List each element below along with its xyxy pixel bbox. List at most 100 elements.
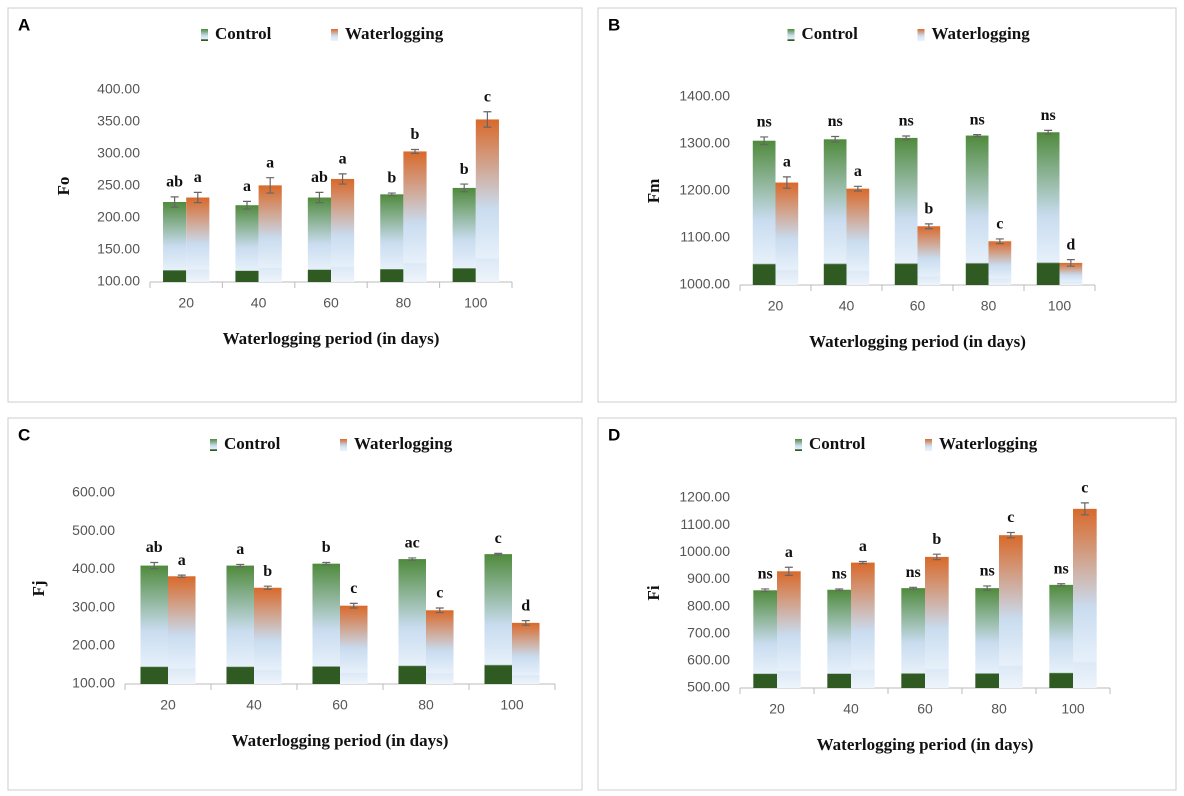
legend-swatch [795, 439, 802, 451]
y-tick-label: 1000.00 [679, 543, 730, 559]
x-axis-label: Waterlogging period (in days) [809, 332, 1026, 351]
x-tick-label: 80 [396, 295, 412, 311]
legend-label: Waterlogging [939, 434, 1038, 453]
bar [168, 576, 196, 684]
y-tick-label: 350.00 [97, 113, 140, 129]
bar [823, 139, 847, 285]
y-tick-label: 200.00 [97, 209, 140, 225]
significance-letter: ns [980, 563, 995, 580]
y-tick-label: 400.00 [72, 560, 115, 576]
bar [512, 622, 540, 684]
x-tick-label: 40 [839, 298, 855, 314]
x-tick-label: 20 [769, 701, 785, 717]
significance-letter: c [495, 530, 502, 547]
error-bar [1006, 531, 1015, 539]
x-tick-label: 20 [768, 298, 784, 314]
error-bar [1066, 259, 1075, 267]
error-bar [858, 560, 867, 565]
error-bar [1080, 502, 1089, 516]
bar [254, 587, 282, 684]
x-axis-label: Waterlogging period (in days) [223, 329, 440, 348]
error-bar [761, 588, 770, 593]
bar [1036, 132, 1060, 285]
legend-swatch [917, 29, 925, 41]
y-tick-label: 1200.00 [679, 489, 730, 505]
y-tick-label: 1300.00 [679, 135, 730, 151]
bar [403, 151, 427, 282]
bar [775, 182, 799, 285]
error-bar [853, 185, 862, 192]
legend-swatch [787, 29, 795, 41]
x-axis-label: Waterlogging period (in days) [817, 735, 1034, 754]
bar [226, 565, 254, 684]
significance-letter: b [322, 539, 331, 556]
legend-label: Control [809, 434, 866, 453]
error-bar [782, 176, 791, 189]
error-bar [266, 177, 275, 194]
bar [777, 571, 801, 688]
y-tick-label: 100.00 [72, 675, 115, 691]
bar [163, 202, 187, 282]
error-bar [835, 588, 844, 592]
bar [340, 605, 368, 684]
y-tick-label: 250.00 [97, 177, 140, 193]
x-tick-label: 80 [991, 701, 1007, 717]
bar [312, 563, 340, 684]
x-tick-label: 40 [246, 697, 262, 713]
bar [140, 565, 168, 684]
error-bar [338, 173, 347, 185]
error-bar [460, 183, 469, 193]
error-bar [435, 607, 444, 614]
bar [894, 137, 918, 285]
significance-letter: a [785, 544, 793, 561]
x-tick-label: 100 [1061, 701, 1085, 717]
error-bar [243, 200, 252, 210]
error-bar [760, 136, 769, 146]
significance-letter: a [783, 154, 791, 171]
y-tick-label: 800.00 [687, 597, 730, 613]
x-tick-label: 20 [178, 295, 194, 311]
error-bar [521, 619, 530, 626]
y-tick-label: 1100.00 [680, 229, 730, 245]
significance-letter: c [996, 216, 1003, 233]
error-bar [932, 553, 941, 561]
error-bar [1044, 129, 1053, 135]
bar [426, 610, 454, 684]
bar [827, 589, 851, 688]
x-tick-label: 60 [917, 701, 933, 717]
bar [235, 205, 259, 282]
y-axis-label: Fj [29, 580, 48, 596]
legend-swatch [210, 439, 217, 451]
legend-label: Waterlogging [932, 24, 1031, 43]
bar [398, 559, 426, 684]
y-tick-label: 500.00 [72, 522, 115, 538]
significance-letter: ns [906, 564, 921, 581]
error-bar [263, 585, 272, 590]
x-tick-label: 60 [910, 298, 926, 314]
bar [1073, 508, 1097, 688]
significance-letter: a [243, 178, 251, 195]
error-bar [902, 135, 911, 141]
x-axis-label: Waterlogging period (in days) [232, 731, 449, 750]
error-bar [177, 574, 186, 579]
error-bar [408, 557, 417, 561]
error-bar [924, 223, 933, 230]
x-tick-label: 60 [332, 697, 348, 713]
significance-letter: ns [1054, 560, 1069, 577]
legend-swatch [331, 29, 338, 41]
significance-letter: b [924, 201, 933, 218]
significance-letter: a [339, 151, 347, 168]
error-bar [983, 585, 992, 591]
y-tick-label: 200.00 [72, 637, 115, 653]
y-tick-label: 1000.00 [679, 276, 730, 292]
legend-swatch [201, 29, 208, 41]
legend-label: Control [802, 24, 859, 43]
legend-label: Control [215, 24, 272, 43]
significance-letter: ns [1041, 107, 1056, 124]
y-tick-label: 300.00 [72, 598, 115, 614]
significance-letter: a [859, 538, 867, 555]
significance-letter: a [178, 552, 186, 569]
error-bar [784, 566, 793, 576]
significance-letter: ab [311, 169, 328, 186]
x-tick-label: 100 [1048, 298, 1072, 314]
